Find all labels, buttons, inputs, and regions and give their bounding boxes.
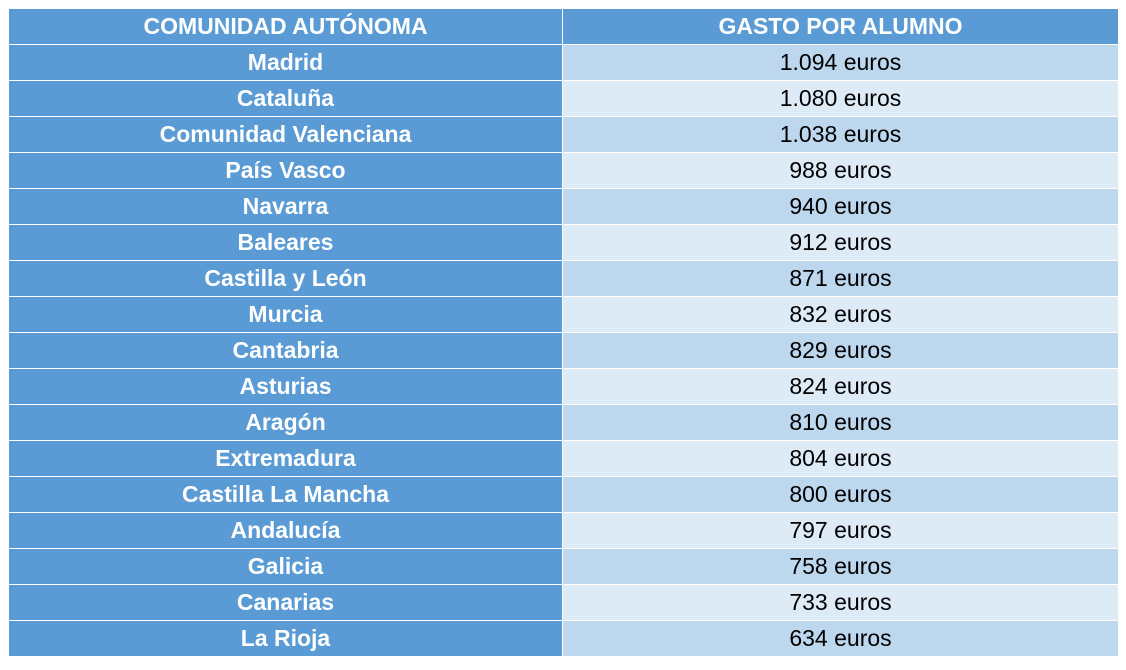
region-cell: Castilla La Mancha	[8, 476, 563, 513]
table-row: Cataluña 1.080 euros	[8, 80, 1119, 117]
spending-cell: 804 euros	[562, 440, 1119, 477]
table-header-row: COMUNIDAD AUTÓNOMA GASTO POR ALUMNO	[8, 8, 1119, 45]
spending-cell: 810 euros	[562, 404, 1119, 441]
spending-cell: 733 euros	[562, 584, 1119, 621]
spending-cell: 1.080 euros	[562, 80, 1119, 117]
region-cell: Asturias	[8, 368, 563, 405]
table-row: Castilla y León 871 euros	[8, 260, 1119, 297]
spending-cell: 824 euros	[562, 368, 1119, 405]
table-row: Cantabria 829 euros	[8, 332, 1119, 369]
table-row: Aragón 810 euros	[8, 404, 1119, 441]
spending-cell: 1.038 euros	[562, 116, 1119, 153]
table-row: Baleares 912 euros	[8, 224, 1119, 261]
table-row: Extremadura 804 euros	[8, 440, 1119, 477]
spending-per-student-table: COMUNIDAD AUTÓNOMA GASTO POR ALUMNO Madr…	[8, 8, 1119, 657]
spending-cell: 758 euros	[562, 548, 1119, 585]
spending-cell: 797 euros	[562, 512, 1119, 549]
table-row: La Rioja 634 euros	[8, 620, 1119, 657]
spending-table-container: COMUNIDAD AUTÓNOMA GASTO POR ALUMNO Madr…	[8, 8, 1119, 657]
region-cell: Madrid	[8, 44, 563, 81]
region-cell: Canarias	[8, 584, 563, 621]
region-cell: Murcia	[8, 296, 563, 333]
region-cell: Aragón	[8, 404, 563, 441]
spending-cell: 871 euros	[562, 260, 1119, 297]
table-row: País Vasco 988 euros	[8, 152, 1119, 189]
region-cell: Extremadura	[8, 440, 563, 477]
table-row: Murcia 832 euros	[8, 296, 1119, 333]
table-row: Asturias 824 euros	[8, 368, 1119, 405]
region-cell: Andalucía	[8, 512, 563, 549]
region-cell: Galicia	[8, 548, 563, 585]
spending-cell: 800 euros	[562, 476, 1119, 513]
spending-cell: 829 euros	[562, 332, 1119, 369]
table-row: Canarias 733 euros	[8, 584, 1119, 621]
region-cell: Cantabria	[8, 332, 563, 369]
region-cell: País Vasco	[8, 152, 563, 189]
table-row: Comunidad Valenciana 1.038 euros	[8, 116, 1119, 153]
spending-cell: 988 euros	[562, 152, 1119, 189]
spending-cell: 940 euros	[562, 188, 1119, 225]
table-row: Galicia 758 euros	[8, 548, 1119, 585]
table-row: Madrid 1.094 euros	[8, 44, 1119, 81]
region-cell: Cataluña	[8, 80, 563, 117]
spending-cell: 832 euros	[562, 296, 1119, 333]
region-cell: La Rioja	[8, 620, 563, 657]
region-cell: Navarra	[8, 188, 563, 225]
spending-cell: 634 euros	[562, 620, 1119, 657]
header-spending: GASTO POR ALUMNO	[562, 8, 1119, 45]
region-cell: Baleares	[8, 224, 563, 261]
table-row: Andalucía 797 euros	[8, 512, 1119, 549]
region-cell: Castilla y León	[8, 260, 563, 297]
spending-cell: 912 euros	[562, 224, 1119, 261]
table-row: Navarra 940 euros	[8, 188, 1119, 225]
table-row: Castilla La Mancha 800 euros	[8, 476, 1119, 513]
spending-cell: 1.094 euros	[562, 44, 1119, 81]
header-region: COMUNIDAD AUTÓNOMA	[8, 8, 563, 45]
region-cell: Comunidad Valenciana	[8, 116, 563, 153]
